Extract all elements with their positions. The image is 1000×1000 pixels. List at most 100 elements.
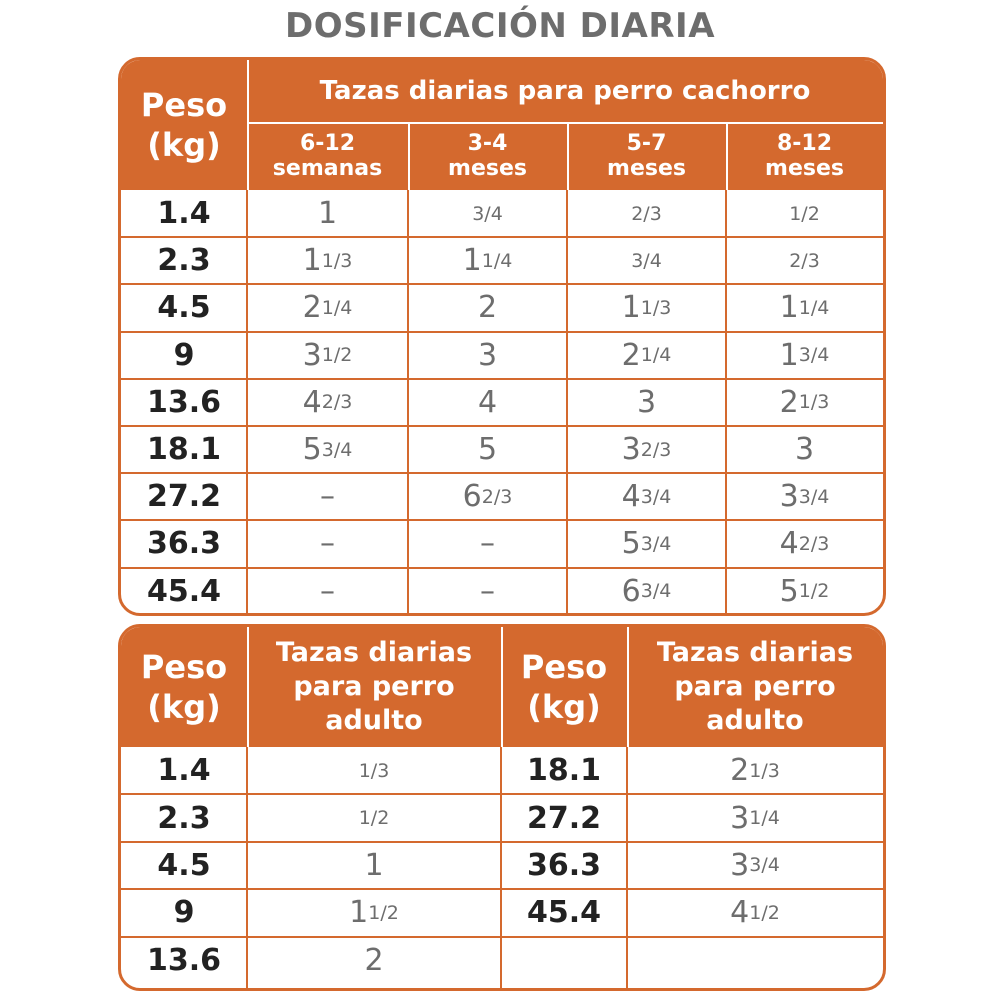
dose-cell: 3 1/2 (302, 337, 353, 373)
puppy-column-header: 3-4 meses (408, 122, 567, 190)
dose-cell: 4 (477, 384, 498, 420)
header-divider (247, 122, 883, 124)
dose-cell: 1/3 (358, 759, 390, 782)
puppy-peso-header: Peso (kg) (121, 60, 247, 190)
weight-cell: 13.6 (146, 384, 222, 420)
column-divider (246, 190, 248, 613)
column-divider (500, 747, 502, 988)
row-divider (121, 377, 883, 380)
puppy-column-header: 8-12 meses (726, 122, 883, 190)
dose-cell: 2 1/4 (621, 337, 672, 373)
dose-cell: 5 1/2 (779, 573, 830, 609)
weight-cell: 36.3 (526, 847, 602, 883)
weight-cell: 27.2 (146, 479, 222, 515)
header-divider (567, 122, 569, 190)
puppy-dosage-table: Peso (kg) Tazas diarias para perro cacho… (118, 57, 886, 616)
row-divider (121, 566, 883, 569)
puppy-group-label: Tazas diarias para perro cachorro (319, 76, 811, 106)
weight-cell: 18.1 (526, 753, 602, 789)
weight-cell: 4.5 (157, 290, 211, 326)
peso-label-left: Peso (kg) (140, 648, 228, 726)
dose-cell: 3 1/4 (730, 800, 780, 836)
dose-cell: 2 1/4 (302, 290, 353, 326)
header-divider (726, 122, 728, 190)
dose-cell: 2/3 (631, 202, 662, 225)
header-divider (247, 60, 249, 190)
weight-cell: 18.1 (146, 432, 222, 468)
dose-cell: 2 (364, 942, 384, 978)
weight-cell: 9 (173, 337, 195, 373)
dose-cell (627, 937, 883, 984)
row-divider (121, 519, 883, 522)
row-divider (121, 425, 883, 427)
dose-cell: 5 3/4 (302, 432, 353, 468)
dose-cell: 3 3/4 (779, 479, 830, 515)
row-divider (121, 472, 883, 475)
dose-cell: 4 2/3 (302, 384, 353, 420)
column-header-top: 3-4 (467, 131, 508, 156)
dose-cell: – (480, 526, 495, 562)
weight-cell: 1.4 (157, 753, 211, 789)
weight-cell: 2.3 (157, 243, 211, 279)
adult-cups-header-right: Tazas diarias para perro adulto (627, 627, 883, 747)
column-header-bottom: meses (765, 156, 844, 181)
dose-cell: 2/3 (789, 249, 820, 272)
row-divider (121, 935, 883, 938)
dose-cell: 1 1/3 (621, 290, 672, 326)
adult-peso-header-left: Peso (kg) (121, 627, 247, 747)
dose-cell: – (320, 479, 335, 515)
peso-label: Peso (kg) (140, 86, 228, 164)
row-divider (121, 330, 883, 333)
peso-label-right: Peso (kg) (520, 648, 608, 726)
weight-cell: 45.4 (146, 573, 222, 609)
column-divider (725, 190, 727, 613)
row-divider (121, 793, 883, 796)
column-header-top: 6-12 (299, 131, 356, 156)
dose-cell: 6 3/4 (621, 573, 672, 609)
dose-cell: 1 (317, 196, 338, 232)
row-divider (121, 888, 883, 891)
row-divider (121, 236, 883, 239)
column-header-bottom: semanas (272, 156, 383, 181)
column-divider (626, 747, 628, 988)
dose-cell: 4 1/2 (730, 895, 780, 931)
dose-cell: 1 1/3 (302, 243, 353, 279)
dose-cell: – (320, 526, 335, 562)
cups-label-right: Tazas diarias para perro adulto (656, 637, 854, 736)
weight-cell: 9 (173, 895, 195, 931)
row-divider (121, 840, 883, 843)
adult-dosage-table: Peso (kg) Tazas diarias para perro adult… (118, 624, 886, 991)
dose-cell: 1 (364, 847, 384, 883)
column-header-top: 8-12 (776, 131, 833, 156)
dose-cell: 2 1/3 (779, 384, 830, 420)
column-divider (566, 190, 568, 613)
weight-cell (501, 937, 627, 984)
adult-peso-header-right: Peso (kg) (501, 627, 627, 747)
weight-cell: 36.3 (146, 526, 222, 562)
column-header-bottom: meses (607, 156, 686, 181)
weight-cell: 4.5 (157, 847, 211, 883)
dose-cell: 5 3/4 (621, 526, 672, 562)
dose-cell: 1 1/4 (779, 290, 830, 326)
column-header-bottom: meses (448, 156, 527, 181)
weight-cell: 45.4 (526, 895, 602, 931)
dose-cell: 3 3/4 (730, 847, 780, 883)
dose-cell: 3/4 (472, 202, 503, 225)
weight-cell: 27.2 (526, 800, 602, 836)
dose-cell: 1 1/4 (462, 243, 513, 279)
dose-cell: 3 (794, 432, 815, 468)
dose-cell: 2 (477, 290, 498, 326)
weight-cell: 13.6 (146, 942, 222, 978)
puppy-column-header: 5-7 meses (567, 122, 726, 190)
row-divider (121, 283, 883, 286)
column-divider (407, 190, 409, 613)
dose-cell: 6 2/3 (462, 479, 513, 515)
header-divider (408, 122, 410, 190)
adult-cups-header-left: Tazas diarias para perro adulto (247, 627, 501, 747)
weight-cell: 2.3 (157, 800, 211, 836)
dose-cell: 1/2 (789, 202, 820, 225)
dose-cell: – (320, 573, 335, 609)
column-header-top: 5-7 (626, 131, 667, 156)
puppy-column-header: 6-12 semanas (247, 122, 408, 190)
dose-cell: 3 2/3 (621, 432, 672, 468)
